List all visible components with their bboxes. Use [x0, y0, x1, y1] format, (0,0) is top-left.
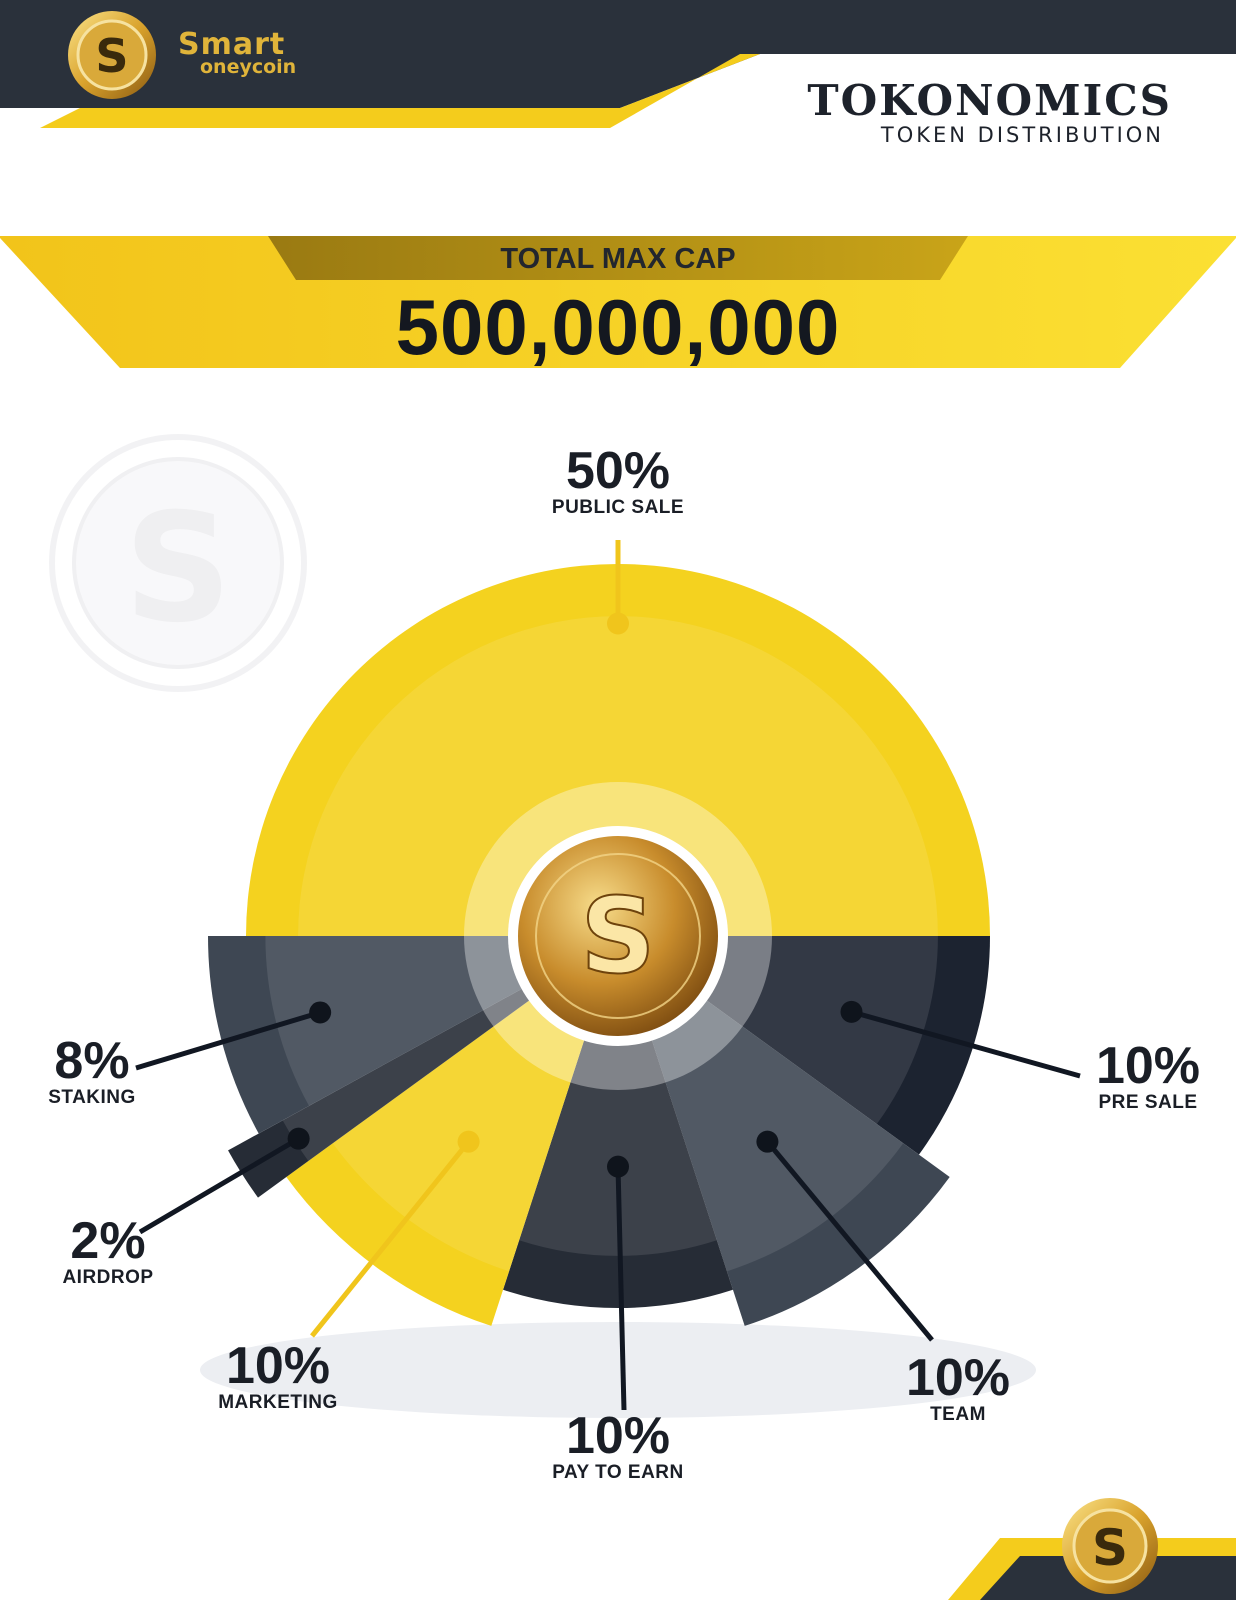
brand-name-line1: Smart [178, 27, 286, 62]
leader-dot-staking [309, 1001, 332, 1024]
leader-line-team [765, 1140, 934, 1342]
segment-percent-staking: 8% [54, 1032, 130, 1090]
segment-name-team: TEAM [930, 1404, 986, 1425]
leader-dot-pre-sale [840, 1000, 863, 1023]
segment-name-marketing: MARKETING [218, 1392, 338, 1413]
brand-name: Smart oneycoin [178, 30, 296, 77]
watermark-logo-icon: S [49, 434, 307, 692]
footer-logo-icon: S [1062, 1498, 1158, 1594]
svg-text:S: S [124, 482, 232, 656]
pie-slice-highlight-marketing [332, 936, 618, 1272]
pie-slice-staking [208, 936, 618, 1134]
header-band [0, 0, 1236, 108]
segment-label-marketing: 10% MARKETING [158, 1340, 398, 1414]
page-title: TOKONOMICS [807, 76, 1172, 125]
pie-slice-highlight-pay-to-earn [519, 936, 717, 1256]
brand-name-line2: oneycoin [200, 56, 297, 78]
pie-slice-public-sale [246, 564, 990, 936]
leader-dot-pay-to-earn [607, 1155, 629, 1178]
segment-label-public-sale: 50% PUBLIC SALE [498, 445, 738, 519]
segment-percent-public-sale: 50% [565, 442, 671, 500]
pie-slice-highlight-team [618, 936, 904, 1272]
leader-line-pre-sale [850, 1009, 1081, 1079]
segment-label-pay-to-earn: 10% PAY TO EARN [498, 1410, 738, 1484]
pie-slice-team [618, 936, 950, 1326]
cap-label: TOTAL MAX CAP [500, 243, 736, 275]
segment-percent-marketing: 10% [225, 1337, 331, 1395]
segment-label-team: 10% TEAM [838, 1352, 1078, 1426]
leader-line-airdrop [138, 1136, 300, 1235]
segment-percent-pay-to-earn: 10% [565, 1407, 671, 1465]
segment-name-public-sale: PUBLIC SALE [551, 497, 685, 518]
leader-dot-team [756, 1130, 779, 1153]
segment-name-staking: STAKING [48, 1087, 136, 1108]
cap-value: 500,000,000 [395, 283, 841, 371]
leader-dot-airdrop [287, 1127, 310, 1150]
svg-text:S: S [1092, 1519, 1128, 1577]
cap-label-tab [268, 236, 968, 280]
segment-percent-pre-sale: 10% [1095, 1037, 1201, 1095]
pie-slice-airdrop [228, 936, 619, 1198]
pie-chart [208, 564, 990, 1326]
segment-percent-airdrop: 2% [70, 1212, 146, 1270]
leader-dot-public-sale [607, 612, 629, 635]
segment-name-pre-sale: PRE SALE [1098, 1092, 1198, 1113]
page-subtitle: TOKEN DISTRIBUTION [880, 123, 1164, 147]
svg-text:S: S [581, 875, 656, 997]
leader-line-marketing [310, 1140, 471, 1338]
center-coin-icon: S [464, 782, 772, 1090]
svg-text:S: S [95, 29, 128, 83]
segment-label-staking: 8% STAKING [0, 1035, 212, 1109]
segment-name-airdrop: AIRDROP [62, 1267, 154, 1288]
chart-shadow [200, 1322, 1036, 1418]
brand-logo-icon: S [68, 11, 156, 99]
segment-percent-team: 10% [905, 1349, 1011, 1407]
pie-slice-marketing [286, 936, 618, 1326]
leader-dot-marketing [457, 1130, 480, 1153]
header-yellow-stripe [40, 54, 760, 128]
segment-label-airdrop: 2% AIRDROP [0, 1215, 228, 1289]
segment-label-pre-sale: 10% PRE SALE [1028, 1040, 1236, 1114]
leader-line-pay-to-earn [615, 1166, 627, 1411]
pie-slice-pay-to-earn [503, 936, 733, 1308]
leader-line-staking [135, 1010, 321, 1071]
pie-slice-highlight-public-sale [298, 616, 938, 936]
segment-name-pay-to-earn: PAY TO EARN [552, 1462, 684, 1483]
